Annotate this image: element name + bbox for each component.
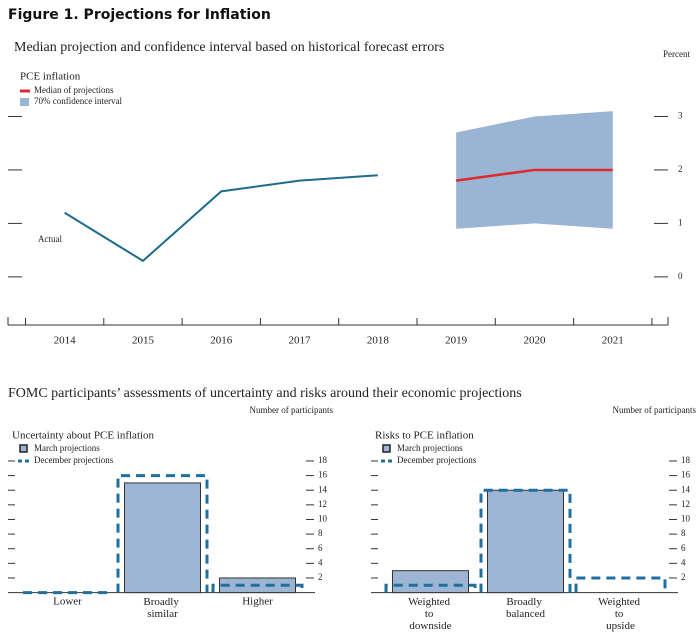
y-tick-label: 1 <box>678 217 683 227</box>
y-tick-label: 3 <box>678 111 683 121</box>
y-tick-label: 2 <box>318 572 323 582</box>
x-tick-label: 2019 <box>445 335 468 347</box>
heading: Median projection and confidence interva… <box>14 40 444 55</box>
y-tick-label: 4 <box>318 557 323 567</box>
y-tick-label: 2 <box>678 164 683 174</box>
y-axis-label: Percent <box>663 49 690 59</box>
y-tick-label: 18 <box>681 455 691 465</box>
x-tick-label: 2014 <box>54 335 77 347</box>
y-tick-label: 16 <box>318 470 328 480</box>
y-axis-label: Number of participants <box>250 405 334 415</box>
x-tick-label: 2016 <box>210 335 233 347</box>
december-outline <box>574 576 667 593</box>
legend-swatch <box>19 444 28 453</box>
legend-label: March projections <box>34 443 100 453</box>
y-tick-label: 6 <box>318 543 323 553</box>
figure-title: Figure 1. Projections for Inflation <box>8 7 271 23</box>
legend-label: December projections <box>34 455 114 465</box>
x-tick-label: 2021 <box>602 335 624 347</box>
chart-title: Uncertainty about PCE inflation <box>12 430 155 442</box>
label-line: Broadly <box>506 596 544 608</box>
label-line: downside <box>409 620 451 632</box>
legend-swatch <box>382 444 391 453</box>
legend-label: December projections <box>397 455 477 465</box>
x-tick-label: Weighted to upside <box>598 596 643 632</box>
y-tick-label: 2 <box>681 572 686 582</box>
y-tick-label: 18 <box>318 455 328 465</box>
y-tick-label: 14 <box>318 484 328 494</box>
heading: FOMC participants’ assessments of uncert… <box>8 386 522 401</box>
y-tick-label: 0 <box>678 271 683 281</box>
label-line: to <box>425 608 436 620</box>
y-tick-label: 16 <box>681 470 691 480</box>
y-tick-label: 12 <box>318 499 327 509</box>
bar <box>487 489 564 594</box>
x-tick-label: Broadly balanced <box>506 596 546 620</box>
x-tick-label: 2020 <box>523 335 546 347</box>
x-tick-label: Higher <box>242 596 273 608</box>
y-tick-label: 4 <box>681 557 686 567</box>
x-tick-label: Lower <box>53 596 82 608</box>
legend-label: 70% confidence interval <box>34 96 122 106</box>
x-tick-label: 2018 <box>367 335 390 347</box>
y-axis-label: Number of participants <box>613 405 697 415</box>
label-line: upside <box>606 620 635 632</box>
x-tick-label: 2015 <box>132 335 155 347</box>
series-line <box>64 174 378 263</box>
series-line <box>455 168 613 182</box>
december-outline <box>479 488 572 593</box>
label-line: Broadly <box>143 596 181 608</box>
annotation: Actual <box>38 234 62 244</box>
y-tick-label: 10 <box>318 514 328 524</box>
y-tick-label: 6 <box>681 543 686 553</box>
december-outline <box>384 583 477 593</box>
y-tick-label: 8 <box>318 528 323 538</box>
bar <box>124 482 201 594</box>
label-line: to <box>615 608 626 620</box>
y-tick-label: 14 <box>681 484 691 494</box>
label-line: balanced <box>506 608 546 620</box>
label-line: Weighted <box>408 596 453 608</box>
y-tick-label: 12 <box>681 499 690 509</box>
chart-title: Risks to PCE inflation <box>375 430 474 442</box>
label-line: Weighted <box>598 596 643 608</box>
x-tick-label: Weighted to downside <box>408 596 453 632</box>
bar <box>392 570 469 594</box>
legend-label: Median of projections <box>34 85 114 95</box>
chart-title: PCE inflation <box>20 71 81 83</box>
y-tick-label: 10 <box>681 514 691 524</box>
x-tick-label: Broadly similar <box>143 596 181 620</box>
legend-swatch <box>20 98 29 106</box>
december-outline <box>211 583 304 593</box>
y-tick-label: 8 <box>681 528 686 538</box>
x-tick-label: 2017 <box>289 335 312 347</box>
label-line: similar <box>147 608 178 620</box>
legend-label: March projections <box>397 443 463 453</box>
